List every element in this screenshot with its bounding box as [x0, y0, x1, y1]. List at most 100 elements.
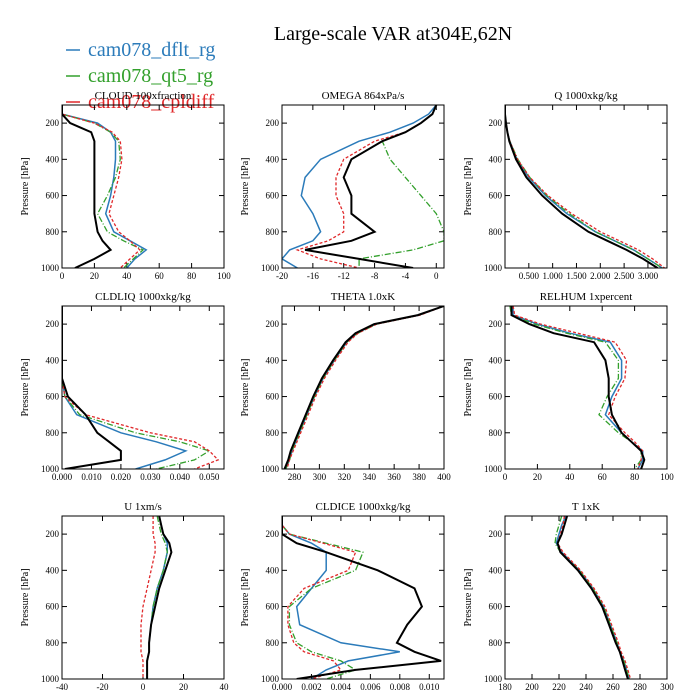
y-tick-label: 600	[489, 602, 503, 612]
x-tick-label: 0.020	[111, 472, 132, 482]
y-tick-label: 1000	[41, 464, 60, 474]
x-tick-label: 0.006	[360, 682, 381, 692]
panel-title: OMEGA 864xPa/s	[322, 90, 405, 102]
y-axis-label: Pressure [hPa]	[20, 157, 31, 215]
profile-line	[62, 105, 148, 268]
y-tick-label: 600	[46, 392, 60, 402]
y-tick-label: 400	[489, 565, 503, 575]
x-tick-label: 0.008	[390, 682, 411, 692]
y-tick-label: 200	[266, 319, 280, 329]
profile-line	[146, 516, 173, 679]
plot-frame	[504, 305, 668, 470]
x-tick-label: 280	[288, 472, 302, 482]
y-tick-label: 400	[266, 355, 280, 365]
x-tick-label: 40	[220, 682, 230, 692]
x-tick-label: 2.000	[590, 271, 611, 281]
x-tick-label: 300	[660, 682, 674, 692]
x-tick-label: 40	[122, 271, 132, 281]
y-tick-label: 800	[46, 227, 60, 237]
plot-frame	[281, 515, 445, 680]
x-tick-label: 20	[533, 472, 543, 482]
x-tick-label: 320	[338, 472, 352, 482]
profile-line	[62, 306, 211, 469]
plot-frame	[61, 305, 225, 470]
y-tick-label: 800	[489, 638, 503, 648]
x-tick-label: 0.004	[331, 682, 352, 692]
x-tick-label: 20	[179, 682, 189, 692]
y-tick-label: 1000	[484, 263, 503, 273]
x-tick-label: 2.500	[614, 271, 635, 281]
y-tick-label: 200	[489, 529, 503, 539]
y-tick-label: 1000	[261, 674, 280, 684]
panel-title: CLDLIQ 1000xkg/kg	[95, 291, 191, 303]
profile-line	[554, 516, 630, 679]
y-tick-label: 400	[46, 565, 60, 575]
x-tick-label: 220	[552, 682, 566, 692]
y-tick-label: 600	[489, 392, 503, 402]
x-tick-label: -4	[402, 271, 410, 281]
y-tick-label: 400	[46, 154, 60, 164]
profile-line	[286, 306, 444, 469]
legend-label: cam078_cpldiff	[88, 91, 215, 113]
x-tick-label: -40	[56, 682, 68, 692]
profile-line	[295, 105, 437, 268]
y-tick-label: 400	[489, 355, 503, 365]
profile-line	[358, 105, 444, 268]
y-axis-label: Pressure [hPa]	[240, 568, 251, 626]
x-tick-label: 0.040	[170, 472, 191, 482]
plot-frame	[504, 515, 668, 680]
profile-line	[285, 306, 444, 469]
x-tick-label: 0	[141, 682, 146, 692]
profile-line	[509, 306, 642, 469]
y-tick-label: 800	[46, 638, 60, 648]
y-axis-label: Pressure [hPa]	[240, 157, 251, 215]
y-tick-label: 1000	[261, 464, 280, 474]
y-axis-label: Pressure [hPa]	[20, 358, 31, 416]
profile-line	[283, 306, 444, 469]
y-tick-label: 400	[266, 154, 280, 164]
profile-line	[555, 516, 630, 679]
x-tick-label: 180	[498, 682, 512, 692]
plot-frame	[61, 515, 225, 680]
x-tick-label: 380	[412, 472, 426, 482]
y-tick-label: 400	[489, 154, 503, 164]
profile-line	[282, 105, 437, 268]
y-tick-label: 1000	[41, 263, 60, 273]
profile-line	[505, 105, 665, 268]
profile-line	[556, 516, 632, 679]
profile-line	[62, 105, 141, 268]
plot-frame	[281, 104, 445, 269]
y-tick-label: 200	[266, 118, 280, 128]
y-tick-label: 200	[266, 529, 280, 539]
y-axis-label: Pressure [hPa]	[240, 358, 251, 416]
y-tick-label: 400	[266, 565, 280, 575]
x-tick-label: 20	[90, 271, 100, 281]
x-tick-label: 0.000	[52, 472, 73, 482]
panel: CLDICE 1000xkg/kg Pressure [hPa] 200 400 600…	[240, 501, 445, 692]
profile-line	[505, 105, 663, 268]
y-tick-label: 1000	[261, 263, 280, 273]
x-tick-label: 60	[155, 271, 165, 281]
profile-line	[285, 306, 444, 469]
profile-line	[505, 105, 663, 268]
x-tick-label: 300	[313, 472, 327, 482]
profile-line	[282, 516, 357, 679]
x-tick-label: 0.030	[140, 472, 161, 482]
profile-line	[304, 105, 438, 268]
x-tick-label: 80	[630, 472, 640, 482]
x-tick-label: 40	[565, 472, 575, 482]
y-tick-label: 600	[266, 602, 280, 612]
x-tick-label: 260	[606, 682, 620, 692]
x-tick-label: 200	[525, 682, 539, 692]
panel-title: CLDICE 1000xkg/kg	[315, 501, 411, 513]
x-tick-label: 340	[362, 472, 376, 482]
x-tick-label: 0.010	[419, 682, 440, 692]
y-axis-label: Pressure [hPa]	[463, 568, 474, 626]
y-tick-label: 600	[266, 191, 280, 201]
y-tick-label: 1000	[484, 464, 503, 474]
panel-title: T 1xK	[572, 501, 600, 513]
y-tick-label: 800	[489, 428, 503, 438]
x-tick-label: 360	[387, 472, 401, 482]
